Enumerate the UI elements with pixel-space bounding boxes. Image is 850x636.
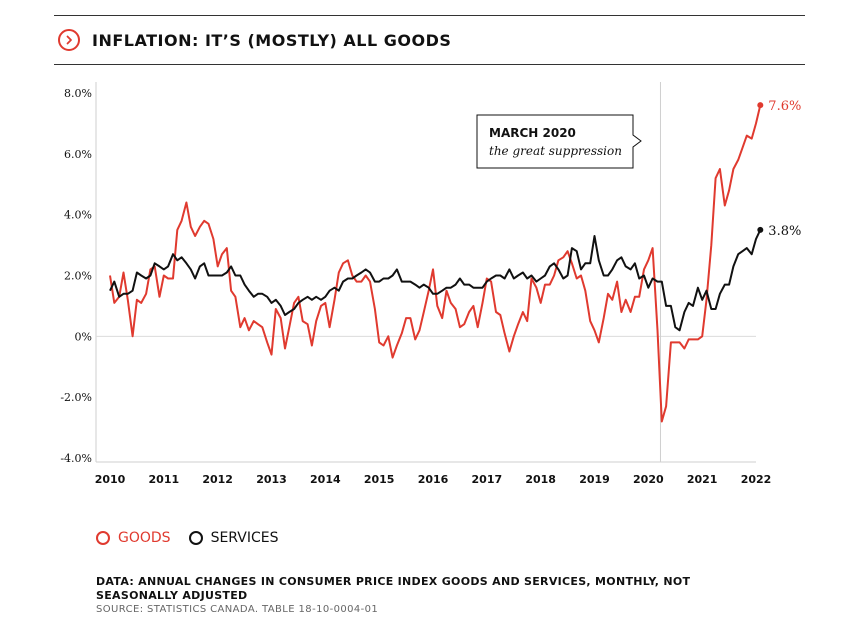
x-tick-label: 2022 — [741, 473, 772, 486]
chart-legend: GOODS SERVICES — [96, 530, 296, 546]
x-tick-label: 2019 — [579, 473, 610, 486]
x-tick-label: 2015 — [364, 473, 395, 486]
end-label-goods: 7.6% — [768, 99, 801, 114]
legend-marker-services — [188, 531, 203, 545]
top-rule — [54, 15, 805, 16]
x-tick-label: 2016 — [418, 473, 449, 486]
legend-item-services: SERVICES — [188, 530, 279, 546]
chevron-right-circle-icon[interactable] — [58, 29, 80, 51]
header-bottom-rule — [54, 64, 805, 65]
end-point-services — [757, 226, 764, 233]
y-tick-label: 0% — [75, 330, 92, 343]
x-tick-label: 2020 — [633, 473, 664, 486]
x-tick-label: 2011 — [149, 473, 180, 486]
page-title: INFLATION: IT’S (MOSTLY) ALL GOODS — [92, 30, 452, 50]
chart-notes: DATA: ANNUAL CHANGES IN CONSUMER PRICE I… — [96, 575, 716, 615]
legend-marker-goods — [96, 531, 110, 545]
y-tick-label: 4.0% — [64, 209, 92, 222]
end-point-goods — [757, 102, 764, 109]
line-chart: 8.0% 6.0% 4.0% 2.0% 0% -2.0% -4.0%2010 2011 2012… — [60, 82, 801, 486]
y-tick-label: 8.0% — [64, 87, 92, 100]
x-tick-label: 2012 — [202, 473, 233, 486]
annotation-subtitle: the great suppression — [489, 144, 622, 158]
source-note: SOURCE: STATISTICS CANADA. TABLE 18-10-0… — [96, 604, 379, 615]
end-label-services: 3.8% — [768, 224, 801, 239]
annotation-box — [476, 114, 642, 169]
annotation-title: MARCH 2020 — [489, 126, 576, 140]
x-tick-label: 2021 — [687, 473, 718, 486]
x-tick-label: 2014 — [310, 473, 341, 486]
x-tick-label: 2018 — [525, 473, 556, 486]
x-tick-label: 2017 — [472, 473, 503, 486]
series-line-services — [109, 229, 762, 332]
legend-label-goods: GOODS — [118, 530, 171, 546]
legend-item-goods: GOODS — [96, 530, 171, 546]
x-tick-label: 2013 — [256, 473, 287, 486]
y-tick-label: 6.0% — [64, 148, 92, 161]
legend-label-services: SERVICES — [210, 530, 279, 546]
y-tick-label: -4.0% — [60, 452, 92, 465]
y-tick-label: -2.0% — [60, 391, 92, 404]
series-line-goods — [109, 104, 762, 423]
data-note: DATA: ANNUAL CHANGES IN CONSUMER PRICE I… — [96, 575, 691, 602]
chart-header: INFLATION: IT’S (MOSTLY) ALL GOODS — [54, 16, 805, 64]
x-tick-label: 2010 — [95, 473, 126, 486]
y-tick-label: 2.0% — [64, 270, 92, 283]
